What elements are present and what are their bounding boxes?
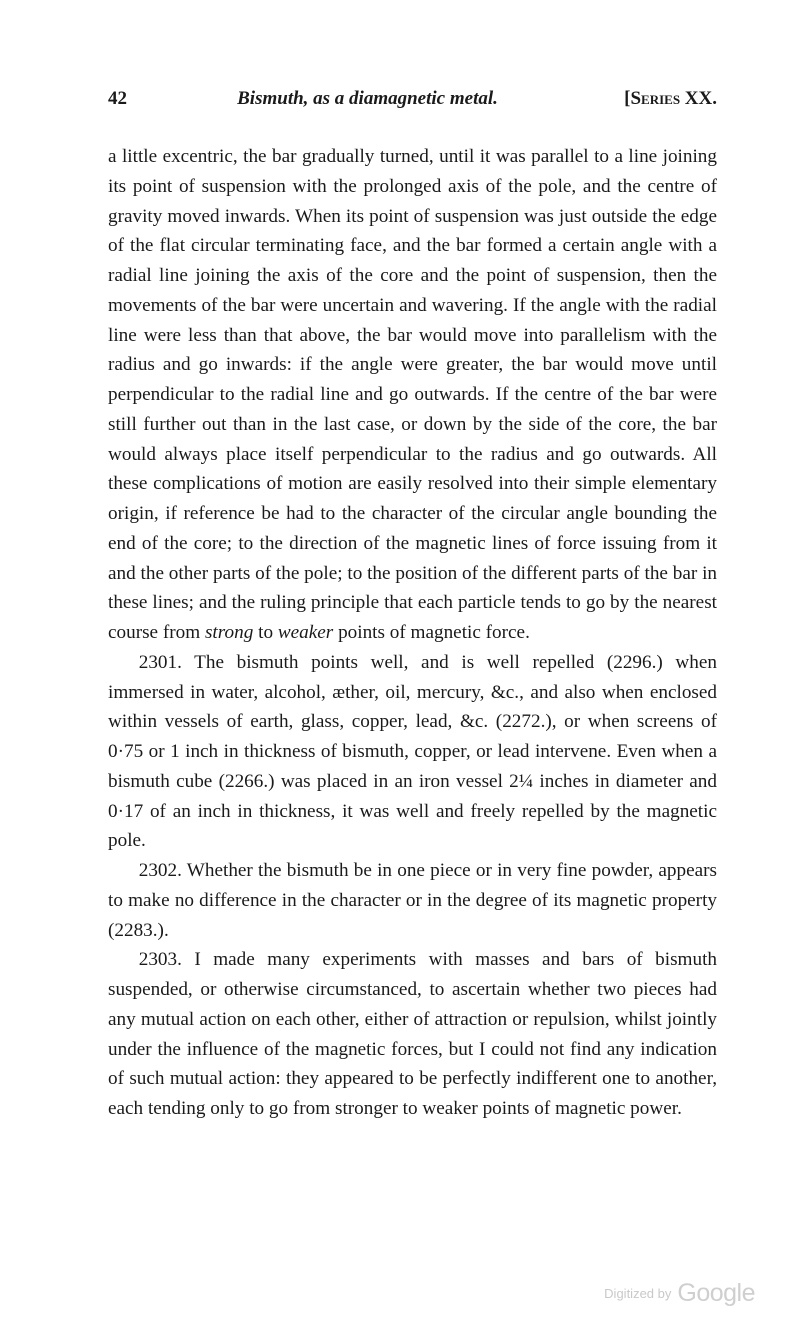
body-text: a little excentric, the bar gradually tu…: [108, 142, 717, 1124]
digitized-watermark: Digitized by Google: [604, 1279, 755, 1308]
paragraph-2301: 2301. The bismuth points well, and is we…: [108, 648, 717, 856]
running-head: 42 Bismuth, as a diamagnetic metal. [Ser…: [108, 88, 717, 110]
paragraph-continuation: a little excentric, the bar gradually tu…: [108, 142, 717, 648]
running-title: Bismuth, as a diamagnetic metal.: [158, 88, 577, 110]
paragraph-2302: 2302. Whether the bismuth be in one piec…: [108, 856, 717, 945]
series-label: [Series XX.: [577, 88, 717, 110]
scanned-page: 42 Bismuth, as a diamagnetic metal. [Ser…: [0, 0, 801, 1124]
paragraph-2303: 2303. I made many experiments with masse…: [108, 945, 717, 1124]
digitized-prefix: Digitized by: [604, 1286, 671, 1301]
google-logo-text: Google: [677, 1279, 755, 1308]
page-number: 42: [108, 88, 158, 110]
